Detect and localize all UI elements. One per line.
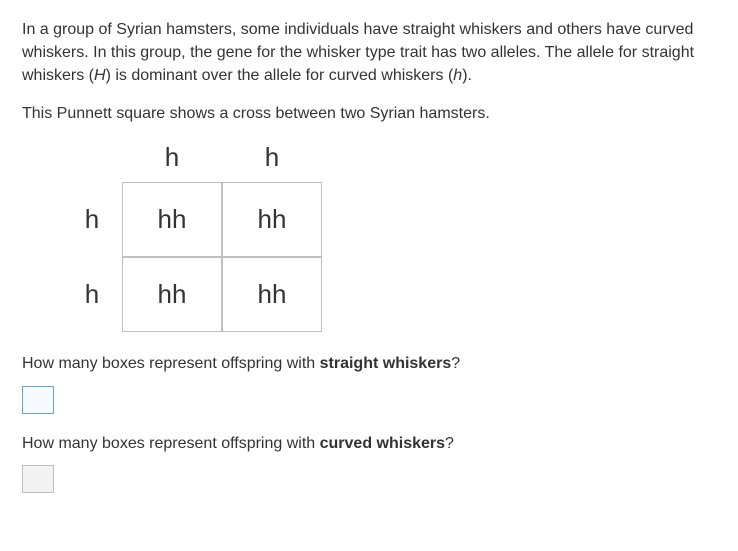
punnett-row-headers: h h [62, 182, 122, 332]
punnett-top-headers: h h [122, 139, 716, 183]
punnett-body: h h hh hh hh hh [62, 182, 716, 332]
q1-pre: How many boxes represent offspring with [22, 355, 320, 372]
punnett-square: h h h h hh hh hh hh [62, 139, 716, 333]
intro-p1-end: ). [462, 67, 472, 84]
answer-input-2[interactable] [22, 465, 54, 493]
intro-paragraph-1: In a group of Syrian hamsters, some indi… [22, 18, 716, 88]
q1-bold: straight whiskers [320, 355, 452, 372]
q2-pre: How many boxes represent offspring with [22, 435, 320, 452]
allele-h: h [453, 67, 462, 84]
col-header-1: h [122, 139, 222, 183]
q2-post: ? [445, 435, 454, 452]
row-header-2: h [62, 257, 122, 332]
punnett-cell-0-1: hh [222, 182, 322, 257]
row-header-1: h [62, 182, 122, 257]
q2-bold: curved whiskers [320, 435, 445, 452]
punnett-cell-1-1: hh [222, 257, 322, 332]
col-header-2: h [222, 139, 322, 183]
question-2: How many boxes represent offspring with … [22, 432, 716, 455]
intro-p1-mid: ) is dominant over the allele for curved… [106, 67, 454, 84]
punnett-cell-0-0: hh [122, 182, 222, 257]
intro-paragraph-2: This Punnett square shows a cross betwee… [22, 102, 716, 125]
answer-input-1[interactable] [22, 386, 54, 414]
punnett-grid: hh hh hh hh [122, 182, 322, 332]
q1-post: ? [451, 355, 460, 372]
question-1: How many boxes represent offspring with … [22, 352, 716, 375]
allele-H: H [94, 67, 106, 84]
punnett-cell-1-0: hh [122, 257, 222, 332]
